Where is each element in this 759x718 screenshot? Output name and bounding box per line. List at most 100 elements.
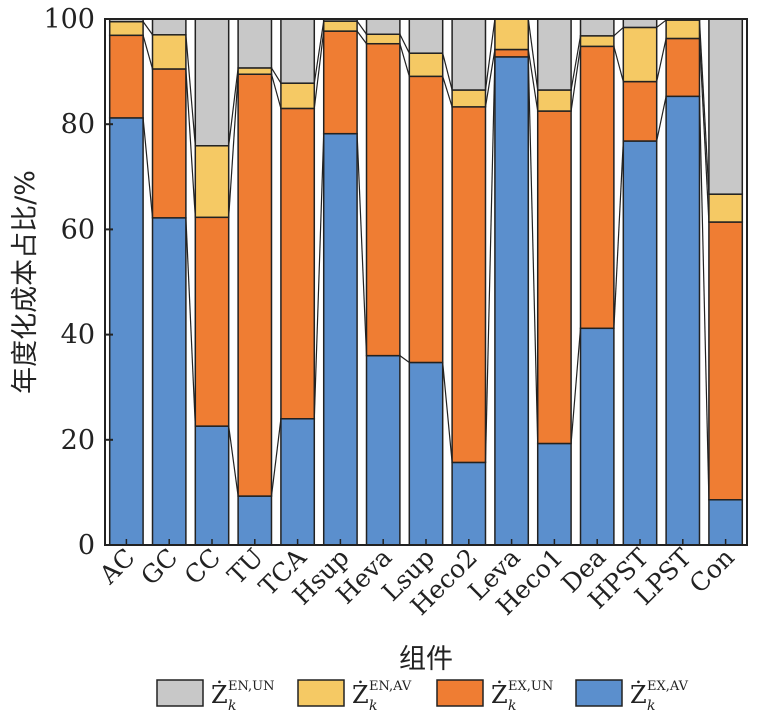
connector-line — [185, 34, 196, 146]
connector-line — [656, 96, 667, 142]
y-tick-label: 100 — [43, 4, 95, 35]
bar-en_av-CC — [194, 145, 230, 219]
bar-ex_un-Con — [708, 221, 744, 501]
connector-line — [399, 43, 410, 77]
bar-en_av-Heva — [365, 33, 401, 45]
bar-ex_un-GC — [151, 68, 187, 219]
connector-line — [442, 76, 453, 108]
connector-line — [142, 117, 154, 218]
y-axis: 0 20 40 60 80 100 — [43, 4, 113, 561]
bar-ex_av-LPST — [665, 95, 701, 546]
connector-line — [313, 133, 325, 419]
bar-en_un-TCA — [280, 18, 316, 84]
bar-en_un-GC — [151, 18, 187, 36]
connector-line — [356, 133, 368, 356]
connector-lines — [142, 18, 710, 500]
connector-line — [527, 18, 539, 91]
bar-en_un-TU — [237, 18, 273, 69]
bar-en_av-Con — [708, 193, 744, 223]
bar-en_un-Lsup — [408, 18, 444, 54]
bar-en_un-Heco1 — [536, 18, 572, 91]
bar-en_un-HPST — [622, 18, 658, 29]
connector-line — [527, 49, 539, 112]
legend-sub-ex_av: k — [647, 698, 655, 714]
connector-line — [356, 20, 367, 35]
bar-ex_un-TCA — [280, 107, 316, 420]
connector-line — [399, 355, 410, 363]
connector-line — [356, 30, 367, 45]
connector-line — [142, 35, 154, 70]
connector-line — [656, 38, 667, 82]
connector-line — [570, 46, 582, 112]
bar-en_av-TU — [237, 67, 273, 75]
bar-en_un-CC — [194, 18, 230, 147]
bar-ex_av-TCA — [280, 418, 316, 546]
bar-en_un-Heco2 — [451, 18, 487, 91]
connector-line — [698, 96, 710, 500]
bar-en_av-AC — [108, 20, 144, 37]
bars-group — [108, 18, 744, 546]
bar-en_av-Leva — [494, 18, 530, 51]
y-tick-label: 60 — [61, 214, 95, 245]
connector-line — [185, 217, 196, 427]
bar-ex_un-Heva — [365, 42, 401, 357]
legend-swatch-en_un — [156, 679, 204, 707]
connector-line — [484, 18, 496, 91]
bar-en_un-Dea — [579, 18, 615, 37]
bar-ex_av-Hsup — [322, 132, 358, 546]
bar-ex_un-CC — [194, 216, 230, 427]
bar-en_av-Lsup — [408, 52, 444, 78]
connector-line — [228, 67, 239, 146]
bar-ex_un-Lsup — [408, 75, 444, 364]
y-tick-label: 80 — [61, 109, 95, 140]
connector-line — [656, 19, 667, 28]
connector-line — [484, 56, 496, 463]
bar-en_av-Heco2 — [451, 89, 487, 108]
bar-en_av-Dea — [579, 35, 615, 48]
x-axis-title: 组件 — [399, 644, 453, 675]
y-axis-title: 年度化成本占比/% — [10, 170, 41, 394]
connector-line — [613, 26, 624, 37]
bar-ex_av-Con — [708, 499, 744, 546]
connector-line — [142, 21, 153, 36]
y-tick-label: 0 — [78, 530, 95, 561]
bar-en_un-Con — [708, 18, 744, 195]
connector-line — [185, 68, 196, 218]
connector-line — [613, 141, 624, 329]
connector-line — [313, 31, 325, 109]
legend-swatch-ex_un — [436, 679, 484, 707]
bar-ex_un-HPST — [622, 80, 658, 142]
bar-ex_av-TU — [237, 495, 273, 546]
connector-line — [613, 46, 624, 82]
bar-en_av-TCA — [280, 82, 316, 110]
bar-ex_av-Leva — [494, 56, 530, 546]
legend-label-en_un: Ż — [211, 680, 228, 709]
bar-ex_av-Heva — [365, 354, 401, 546]
legend: Ż EN,UNk Ż EN,AVk Ż EX,UNk Ż EX,AVk — [156, 679, 689, 714]
x-tick-label-AC: AC — [93, 543, 141, 591]
bar-ex_av-HPST — [622, 140, 658, 546]
legend-sub-en_av: k — [369, 698, 377, 714]
connector-line — [270, 418, 282, 497]
legend-label-ex_av: Ż — [630, 680, 647, 709]
connector-line — [698, 20, 710, 195]
bar-en_av-HPST — [622, 26, 658, 83]
bar-ex_un-Heco1 — [536, 110, 572, 445]
bar-ex_un-TU — [237, 73, 273, 497]
connector-line — [484, 49, 496, 107]
connector-line — [527, 56, 539, 444]
bar-ex_un-Dea — [579, 45, 615, 330]
bar-ex_av-Dea — [579, 327, 615, 546]
connector-line — [570, 328, 582, 444]
legend-sup-ex_un: EX,UN — [508, 679, 553, 694]
bar-ex_av-Heco2 — [451, 461, 487, 546]
legend-sub-ex_un: k — [508, 698, 516, 714]
bar-ex_un-Heco2 — [451, 106, 487, 464]
connector-line — [270, 74, 282, 109]
legend-sub-en_un: k — [228, 698, 236, 714]
x-axis: ACGCCCTUTCAHsupHevaLsupHeco2LevaHeco1Dea… — [93, 539, 740, 621]
y-tick-label: 20 — [61, 425, 95, 456]
x-tick-label-Con: Con — [684, 543, 740, 599]
bar-en_av-GC — [151, 34, 187, 70]
